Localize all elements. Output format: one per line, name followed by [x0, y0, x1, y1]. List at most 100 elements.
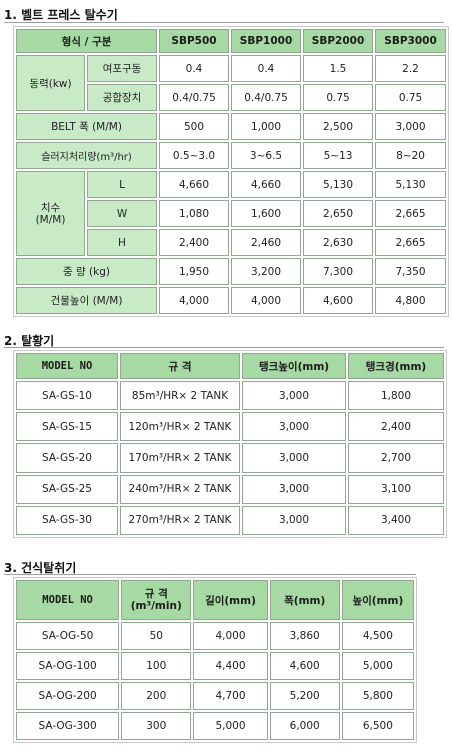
table-cell: 3,000: [242, 474, 346, 504]
table-row: 중 량 (kg) 1,950 3,200 7,300 7,350: [16, 258, 447, 285]
table-row: 동력(kw) 여포구동 0.4 0.4 1.5 2.2: [16, 55, 447, 111]
table-cell: 3,200: [231, 258, 302, 285]
table-cell: 4,000: [193, 622, 268, 650]
table-cell: 6,000: [269, 712, 340, 740]
table-cell: 4,000: [159, 287, 230, 314]
dimensions-label: 치수 (M/M): [16, 171, 85, 256]
table-row: 공합장치 0.4/0.75 0.4/0.75 0.75 0.75: [16, 84, 447, 111]
table-cell: 1,950: [159, 258, 230, 285]
model-cell: SA-GS-10: [16, 381, 118, 411]
column-header: 규 격: [120, 353, 240, 380]
model-header: SBP3000: [375, 29, 447, 53]
row-label: 공합장치: [87, 84, 158, 111]
table-row: W 1,080 1,600 2,650 2,665: [16, 200, 447, 227]
table-cell: 3,000: [242, 381, 346, 411]
table-cell: 3,400: [348, 505, 444, 535]
model-header: SBP1000: [231, 29, 302, 53]
table-cell: 50: [121, 622, 192, 650]
table-cell: 5,130: [375, 171, 447, 198]
table-cell: 2,400: [159, 229, 230, 256]
model-cell: SA-GS-30: [16, 505, 118, 535]
column-header: 탱크높이(mm): [242, 353, 346, 380]
table-cell: 6,500: [341, 712, 414, 740]
table-cell: 0.4: [231, 55, 302, 82]
spec-cell: 85m³/HR× 2 TANK: [120, 381, 240, 411]
section-title-belt-press: 1. 벨트 프레스 탈수기: [4, 8, 118, 22]
column-header: 길이(mm): [193, 580, 268, 620]
column-header: 규 격 (m³/min): [121, 580, 192, 620]
table-cell: 0.75: [303, 84, 374, 111]
column-header: MODEL NO: [16, 353, 118, 380]
table-cell: 2,700: [348, 443, 444, 473]
table-cell: 0.75: [375, 84, 447, 111]
model-header: SBP2000: [303, 29, 374, 53]
column-header: 폭(mm): [269, 580, 340, 620]
spec-cell: 120m³/HR× 2 TANK: [120, 412, 240, 442]
table-cell: 5,200: [269, 682, 340, 710]
model-cell: SA-OG-100: [16, 652, 120, 680]
table-cell: 2,460: [231, 229, 302, 256]
table-row: SA-OG-300 300 5,000 6,000 6,500: [16, 712, 414, 740]
table-cell: 7,300: [303, 258, 374, 285]
table-row: BELT 폭 (M/M) 500 1,000 2,500 3,000: [16, 113, 447, 140]
table-cell: 2,630: [303, 229, 374, 256]
model-cell: SA-OG-300: [16, 712, 120, 740]
belt-width-label: BELT 폭 (M/M): [16, 113, 158, 140]
table-cell: 7,350: [375, 258, 447, 285]
spec-cell: 170m³/HR× 2 TANK: [120, 443, 240, 473]
table-cell: 2,500: [303, 113, 374, 140]
table-cell: 4,660: [231, 171, 302, 198]
table-cell: 1.5: [303, 55, 374, 82]
table-row: SA-GS-10 85m³/HR× 2 TANK 3,000 1,800: [16, 381, 444, 411]
section-title-deodorizer: 3. 건식탈취기: [4, 561, 77, 575]
table-header-row: MODEL NO 규 격 (m³/min) 길이(mm) 폭(mm) 높이(mm…: [16, 580, 414, 620]
row-label: 여포구동: [87, 55, 158, 82]
table-cell: 3~6.5: [231, 142, 302, 169]
model-header: SBP500: [159, 29, 230, 53]
section-divider: [4, 22, 444, 23]
model-cell: SA-GS-20: [16, 443, 118, 473]
table-row: 치수 (M/M) L 4,660 4,660 5,130 5,130: [16, 171, 447, 256]
model-cell: SA-GS-15: [16, 412, 118, 442]
table-cell: 1,080: [159, 200, 230, 227]
table-cell: 0.4/0.75: [159, 84, 230, 111]
table-cell: 2,665: [375, 229, 447, 256]
row-label: H: [87, 229, 158, 256]
table-cell: 4,660: [159, 171, 230, 198]
table-cell: 4,500: [341, 622, 414, 650]
belt-press-table: 형식 / 구분 SBP500 SBP1000 SBP2000 SBP3000 동…: [13, 26, 450, 317]
table-cell: 3,000: [375, 113, 447, 140]
table-row: 슬러지처리량(m³/hr) 0.5~3.0 3~6.5 5~13 8~20: [16, 142, 447, 169]
table-cell: 4,600: [303, 287, 374, 314]
section-divider: [4, 347, 444, 348]
table-cell: 2,665: [375, 200, 447, 227]
table-cell: 5,130: [303, 171, 374, 198]
table-row: SA-GS-15 120m³/HR× 2 TANK 3,000 2,400: [16, 412, 444, 442]
table-cell: 4,400: [193, 652, 268, 680]
table-cell: 5~13: [303, 142, 374, 169]
table-cell: 5,000: [341, 652, 414, 680]
spec-cell: 270m³/HR× 2 TANK: [120, 505, 240, 535]
model-cell: SA-GS-25: [16, 474, 118, 504]
table-cell: 2,650: [303, 200, 374, 227]
dimensions-unit: (M/M): [35, 213, 66, 226]
table-cell: 3,100: [348, 474, 444, 504]
table-cell: 4,800: [375, 287, 447, 314]
table-row: 건물높이 (M/M) 4,000 4,000 4,600 4,800: [16, 287, 447, 314]
column-header: 탱크경(mm): [348, 353, 444, 380]
table-row: SA-GS-20 170m³/HR× 2 TANK 3,000 2,700: [16, 443, 444, 473]
row-label: L: [87, 171, 158, 198]
type-header: 형식 / 구분: [16, 29, 158, 53]
row-label: W: [87, 200, 158, 227]
table-header-row: 형식 / 구분 SBP500 SBP1000 SBP2000 SBP3000: [16, 29, 447, 53]
model-cell: SA-OG-50: [16, 622, 120, 650]
table-cell: 100: [121, 652, 192, 680]
table-cell: 5,800: [341, 682, 414, 710]
building-height-label: 건물높이 (M/M): [16, 287, 158, 314]
table-cell: 2,400: [348, 412, 444, 442]
table-cell: 3,860: [269, 622, 340, 650]
model-cell: SA-OG-200: [16, 682, 120, 710]
table-row: SA-OG-100 100 4,400 4,600 5,000: [16, 652, 414, 680]
weight-label: 중 량 (kg): [16, 258, 158, 285]
sludge-label: 슬러지처리량(m³/hr): [16, 142, 158, 169]
